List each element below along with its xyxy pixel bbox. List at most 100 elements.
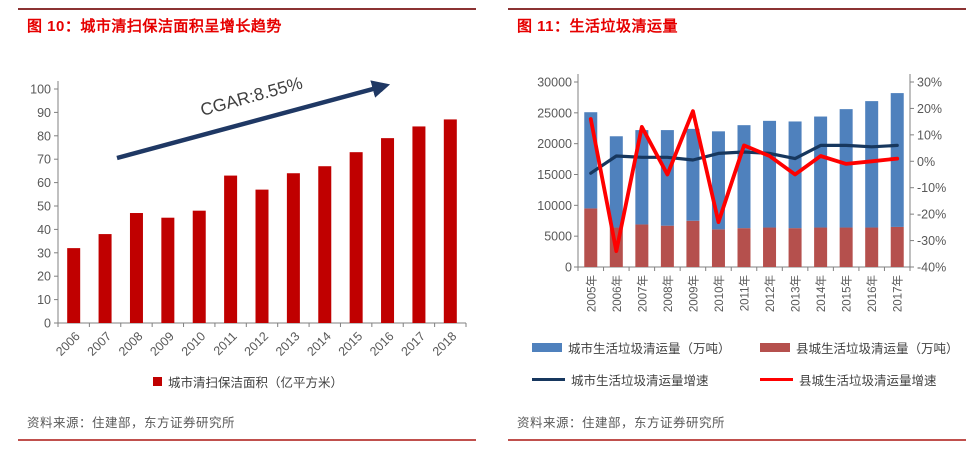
svg-text:0: 0 [44,317,51,331]
legend-label: 城市清扫保洁面积（亿平方米） [167,376,343,390]
line-swatch-icon [760,377,793,382]
city-bar-2008年 [660,130,674,226]
line-swatch-icon [532,377,565,382]
svg-text:-10%: -10% [917,181,946,195]
svg-text:2017年: 2017年 [891,275,905,312]
legend-item: 县城生活垃圾清运量（万吨） [760,338,970,357]
svg-text:2007年: 2007年 [635,275,649,312]
svg-text:2005年: 2005年 [584,275,598,312]
svg-text:2015: 2015 [336,329,366,359]
city-bar-2009年 [686,128,700,221]
bar-2009 [161,217,175,323]
county-growth-line [588,109,900,254]
svg-text:2017: 2017 [398,329,428,359]
county-bar-2013年 [788,228,802,267]
svg-text:5000: 5000 [544,230,572,244]
svg-text:2008: 2008 [116,329,146,359]
figure11-legend: 城市生活垃圾清运量（万吨） 县城生活垃圾清运量（万吨） 城市生活垃圾清运量增速 县城生… [532,338,970,389]
svg-text:100: 100 [30,83,51,97]
bar-2010 [192,210,206,323]
legend-label: 城市生活垃圾清运量增速 [571,374,709,388]
bar-2014 [318,166,332,323]
city-bar-2016年 [865,101,879,228]
svg-text:20%: 20% [917,102,942,116]
svg-text:2006年: 2006年 [610,275,624,312]
figure10-title: 图 10：城市清扫保洁面积呈增长趋势 [27,18,282,35]
county-bar-2012年 [763,227,777,267]
svg-text:30%: 30% [917,76,942,90]
svg-text:2014: 2014 [304,329,334,359]
svg-text:0: 0 [565,261,572,275]
svg-text:2009: 2009 [147,329,177,359]
svg-text:25000: 25000 [537,106,572,120]
figure10-panel: 图 10：城市清扫保洁面积呈增长趋势 0 10 20 30 40 50 60 70 80 90 10… [18,0,478,457]
svg-text:2011: 2011 [211,329,240,358]
svg-text:2016: 2016 [367,329,397,359]
figure10-source: 资料来源：住建部，东方证券研究所 [27,416,236,430]
square-swatch-icon [152,377,162,386]
trend-arrow [116,80,391,161]
svg-text:2013: 2013 [273,329,303,359]
svg-text:-30%: -30% [917,234,946,248]
svg-text:60: 60 [37,176,51,190]
legend-label: 县城生活垃圾清运量增速 [799,374,937,388]
legend-item: 县城生活垃圾清运量增速 [760,370,970,389]
figure11-bottom-rule [508,439,966,441]
city-bar-2011年 [737,125,751,229]
bar-2006 [67,248,81,323]
county-bar-2009年 [686,220,700,267]
svg-text:2018: 2018 [430,329,460,359]
figure11-source: 资料来源：住建部，东方证券研究所 [517,416,726,430]
svg-text:-40%: -40% [917,261,946,275]
county-bar-2010年 [711,229,725,267]
city-bar-2014年 [814,116,828,228]
svg-text:80: 80 [37,129,51,143]
figure10-bottom-rule [18,439,476,441]
svg-text:10000: 10000 [537,199,572,213]
svg-text:2015年: 2015年 [840,275,854,312]
county-bar-2007年 [635,224,649,267]
city-growth-line [589,143,899,175]
svg-text:2010年: 2010年 [712,275,726,312]
county-bar-2005年 [584,208,598,267]
figure10-top-rule [18,8,476,10]
figure11-panel: 图 11：生活垃圾清运量 0 5000 10000 15000 20000 25000 30… [508,0,968,457]
svg-text:2009年: 2009年 [686,275,700,312]
svg-text:2016年: 2016年 [865,275,879,312]
bar-2018 [443,119,457,323]
svg-text:2007: 2007 [85,329,115,359]
svg-text:30000: 30000 [537,76,572,90]
svg-text:2011年: 2011年 [738,275,752,311]
county-bar-2014年 [814,227,828,267]
svg-text:30: 30 [37,246,51,260]
bar-2008 [129,213,143,323]
svg-text:50: 50 [37,200,51,214]
bar-2015 [349,152,363,323]
svg-text:20: 20 [37,270,51,284]
county-bar-2015年 [839,227,853,267]
svg-text:10: 10 [37,293,51,307]
bar-2013 [286,173,300,323]
county-bar-2017年 [890,226,904,267]
legend-label: 城市生活垃圾清运量（万吨） [568,342,731,356]
figure11-plot: 0 5000 10000 15000 20000 25000 30000 30% 20% 10% 0… [537,74,946,312]
bar-swatch-icon [760,343,790,352]
bar-2007 [98,234,112,323]
bar-2016 [381,138,395,323]
svg-text:-20%: -20% [917,208,946,222]
bar-2012 [255,189,269,323]
svg-text:2012: 2012 [242,329,272,359]
figure11-chart: 0 5000 10000 15000 20000 25000 30000 30% 20% 10% 0… [537,74,946,312]
figure11-title: 图 11：生活垃圾清运量 [517,18,679,35]
legend-item: 城市清扫保洁面积（亿平方米） [152,372,343,391]
bar-swatch-icon [532,343,562,352]
county-bar-2011年 [737,228,751,267]
svg-text:20000: 20000 [537,137,572,151]
svg-text:2014年: 2014年 [814,275,828,312]
bar-2011 [224,175,238,323]
svg-text:15000: 15000 [537,168,572,182]
svg-text:2010: 2010 [179,329,209,359]
bar-2017 [412,126,426,323]
city-bar-2015年 [839,109,853,228]
